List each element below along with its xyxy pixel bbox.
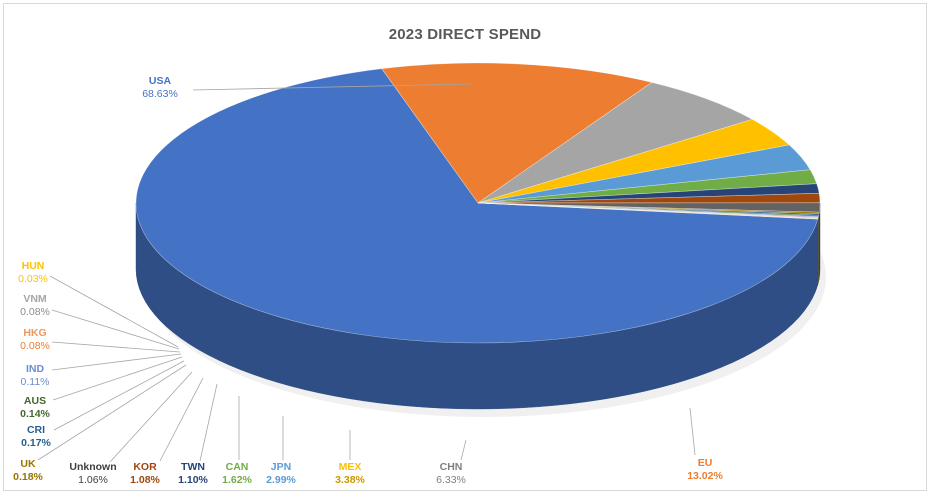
- leader-line-hun: [49, 275, 179, 348]
- leader-line-chn: [460, 439, 467, 461]
- data-label-name-twn: TWN: [181, 461, 205, 473]
- leader-line-twn: [199, 383, 218, 462]
- data-label-name-kor: KOR: [133, 461, 157, 473]
- data-label-value-jpn: 2.99%: [266, 474, 296, 486]
- slice-chn[interactable]: [477, 82, 754, 204]
- data-label-value-aus: 0.14%: [20, 408, 50, 420]
- data-label-name-chn: CHN: [440, 461, 463, 473]
- data-label-value-unknown: 1.06%: [78, 474, 108, 486]
- data-label-value-can: 1.62%: [222, 474, 252, 486]
- data-label-value-eu: 13.02%: [687, 470, 723, 482]
- data-label-value-hkg: 0.08%: [20, 340, 50, 352]
- chart-title: 2023 DIRECT SPEND: [388, 26, 542, 43]
- data-label-value-hun: 0.03%: [18, 273, 48, 285]
- slice-usa[interactable]: [135, 68, 819, 344]
- data-label-value-chn: 6.33%: [436, 474, 466, 486]
- data-label-name-uk: UK: [20, 458, 36, 470]
- data-label-value-mex: 3.38%: [335, 474, 365, 486]
- data-label-value-kor: 1.08%: [130, 474, 160, 486]
- slice-eu[interactable]: [381, 62, 653, 204]
- data-label-name-unknown: Unknown: [69, 461, 116, 473]
- data-label-name-mex: MEX: [339, 461, 362, 473]
- leader-line-kor: [159, 377, 204, 462]
- data-label-name-jpn: JPN: [271, 461, 291, 473]
- data-label-name-eu: EU: [698, 457, 713, 469]
- data-label-value-twn: 1.10%: [178, 474, 208, 486]
- data-label-name-usa: USA: [149, 75, 172, 87]
- data-label-value-usa: 68.63%: [142, 88, 178, 100]
- leader-line-uk: [37, 364, 187, 461]
- data-label-name-vnm: VNM: [23, 293, 47, 305]
- leader-line-aus: [52, 356, 183, 401]
- data-label-value-vnm: 0.08%: [20, 306, 50, 318]
- data-label-name-can: CAN: [226, 461, 249, 473]
- data-label-value-cri: 0.17%: [21, 437, 51, 449]
- slice-hun[interactable]: [477, 202, 819, 220]
- data-label-name-hkg: HKG: [23, 327, 46, 339]
- data-label-name-ind: IND: [26, 363, 45, 375]
- data-label-name-hun: HUN: [22, 260, 45, 272]
- data-label-name-aus: AUS: [24, 395, 46, 407]
- pie-top: [135, 62, 821, 344]
- leader-line-vnm: [51, 309, 180, 350]
- leader-line-eu: [689, 407, 696, 456]
- leader-line-ind: [51, 353, 182, 371]
- leader-lines: [37, 83, 696, 463]
- leader-line-unknown: [109, 371, 193, 463]
- leader-line-cri: [53, 360, 185, 431]
- data-label-value-ind: 0.11%: [21, 376, 50, 388]
- data-label-value-uk: 0.18%: [13, 471, 43, 483]
- data-label-name-cri: CRI: [27, 424, 45, 436]
- leader-line-usa: [192, 83, 473, 91]
- leader-line-hkg: [51, 341, 181, 353]
